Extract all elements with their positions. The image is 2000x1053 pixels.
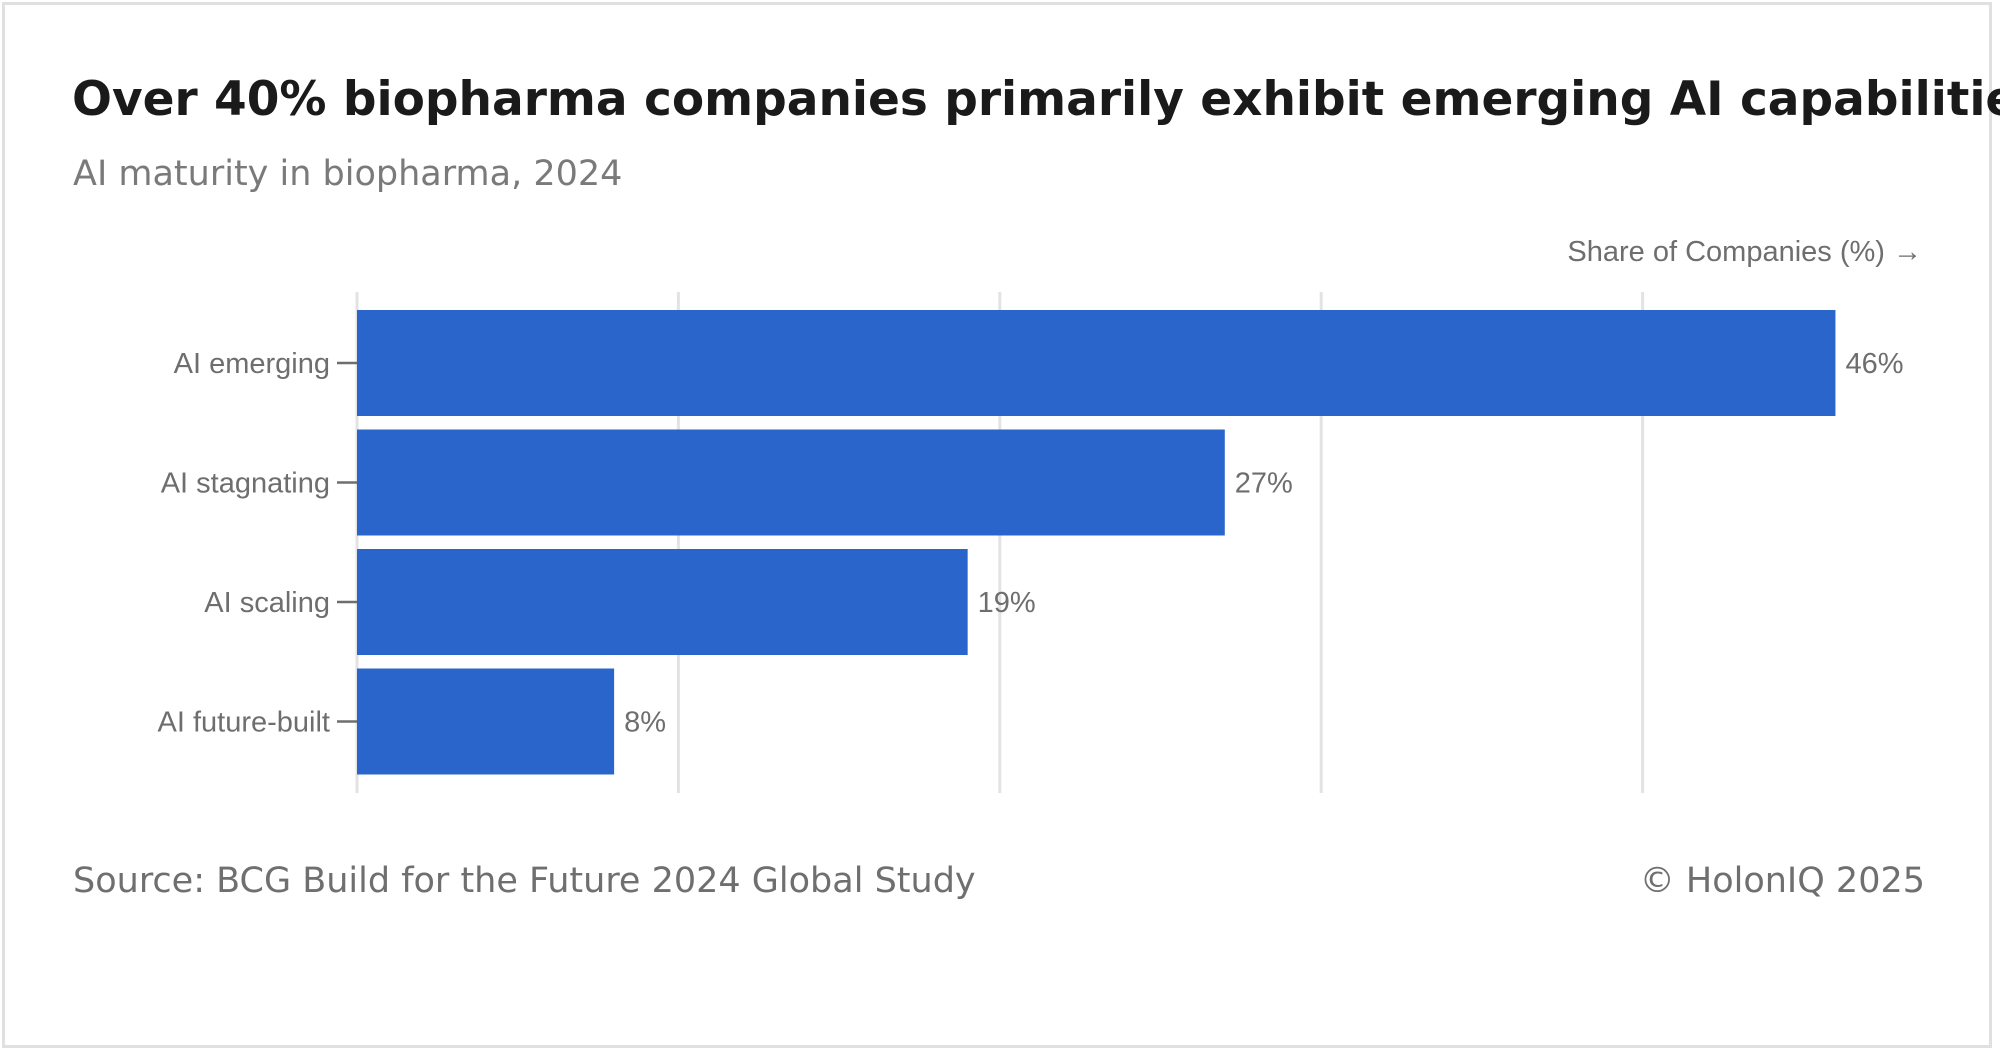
labels: AI emerging 46% AI stagnating 27% AI scaling… [158,348,1904,739]
bar [357,549,968,655]
source-note: Source: BCG Build for the Future 2024 Gl… [73,861,976,901]
copyright-note: © HolonIQ 2025 [1639,861,1925,901]
chart-subtitle: AI maturity in biopharma, 2024 [73,154,623,194]
chart-title: Over 40% biopharma companies primarily e… [72,72,2000,127]
category-ticks [337,361,357,723]
value-label: 19% [978,587,1036,619]
bar [357,429,1225,536]
x-axis-label: Share of Companies (%) → [1567,236,1922,268]
bar [357,668,615,775]
value-label: 8% [624,707,666,739]
value-label: 27% [1235,468,1293,500]
category-label: AI stagnating [161,468,330,500]
category-label: AI scaling [204,587,330,619]
bar [357,310,1836,416]
bars [357,310,1836,775]
value-label: 46% [1845,348,1903,380]
category-label: AI future-built [158,707,330,739]
category-label: AI emerging [174,348,330,380]
